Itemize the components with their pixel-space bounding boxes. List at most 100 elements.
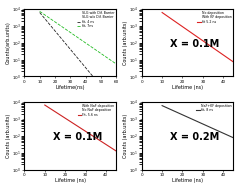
No deposition xyxy=(191,31,195,34)
No deposition xyxy=(165,18,169,21)
No NaF deposition xyxy=(65,121,68,124)
No deposition xyxy=(186,35,190,38)
No deposition xyxy=(201,31,205,34)
SLG w/o Dif. Barrier xyxy=(38,15,42,18)
No deposition xyxy=(173,15,177,18)
No deposition xyxy=(151,53,155,56)
With KF deposition xyxy=(163,11,166,14)
NaF+KF deposition xyxy=(220,132,223,135)
No NaF deposition xyxy=(88,142,92,145)
No NaF deposition xyxy=(24,144,28,147)
No deposition xyxy=(173,22,177,26)
SLG w/o Dif. Barrier xyxy=(34,65,38,68)
NaF+KF deposition xyxy=(223,135,226,138)
With KF deposition xyxy=(227,56,231,59)
SLG w/o Dif. Barrier xyxy=(79,33,83,36)
NaF+KF deposition xyxy=(187,126,191,129)
SLG w/o Dif. Barrier xyxy=(80,45,84,48)
With KF deposition xyxy=(181,22,185,26)
No NaF deposition xyxy=(33,163,36,166)
With KF deposition xyxy=(153,53,157,56)
SLG with Dif. Barrier xyxy=(90,72,93,75)
With NaF deposition xyxy=(37,158,40,161)
With NaF deposition xyxy=(75,125,79,129)
With NaF deposition xyxy=(66,114,70,117)
With KF deposition xyxy=(149,48,153,51)
SLG with Dif. Barrier xyxy=(48,20,52,23)
No NaF deposition xyxy=(112,168,116,171)
With KF deposition xyxy=(152,47,156,50)
SLG w/o Dif. Barrier xyxy=(70,20,74,23)
NaF+KF deposition xyxy=(180,108,184,111)
With KF deposition xyxy=(179,15,182,18)
SLG w/o Dif. Barrier xyxy=(92,51,96,54)
With KF deposition xyxy=(222,52,226,55)
SLG w/o Dif. Barrier xyxy=(34,49,38,52)
No NaF deposition xyxy=(50,108,54,111)
NaF+KF deposition xyxy=(168,116,172,119)
SLG w/o Dif. Barrier xyxy=(53,22,57,25)
NaF+KF deposition xyxy=(174,123,177,126)
SLG with Dif. Barrier xyxy=(64,41,68,44)
No deposition xyxy=(151,70,155,73)
With NaF deposition xyxy=(46,107,49,110)
NaF+KF deposition xyxy=(144,149,147,153)
NaF+KF deposition xyxy=(209,127,213,130)
SLG with Dif. Barrier xyxy=(67,38,71,41)
With NaF deposition xyxy=(83,126,87,129)
SLG w/o Dif. Barrier xyxy=(70,38,73,41)
No NaF deposition xyxy=(69,133,73,136)
SLG with Dif. Barrier xyxy=(106,75,109,78)
No deposition xyxy=(227,36,231,39)
NaF+KF deposition xyxy=(162,114,165,117)
No deposition xyxy=(214,46,218,49)
With NaF deposition xyxy=(93,139,97,142)
SLG w/o Dif. Barrier xyxy=(97,51,100,54)
SLG with Dif. Barrier xyxy=(94,72,98,75)
No deposition xyxy=(229,43,233,46)
With NaF deposition xyxy=(97,139,100,142)
With NaF deposition xyxy=(53,114,57,117)
With NaF deposition xyxy=(59,120,63,123)
SLG with Dif. Barrier xyxy=(79,50,83,53)
With NaF deposition xyxy=(61,118,65,121)
No NaF deposition xyxy=(33,145,37,148)
With KF deposition xyxy=(195,33,198,36)
No deposition xyxy=(164,8,168,11)
SLG with Dif. Barrier xyxy=(43,34,47,37)
SLG w/o Dif. Barrier xyxy=(107,64,111,67)
SLG with Dif. Barrier xyxy=(85,66,88,69)
With KF deposition xyxy=(153,59,157,62)
SLG with Dif. Barrier xyxy=(97,75,100,78)
SLG w/o Dif. Barrier xyxy=(108,60,112,64)
NaF+KF deposition xyxy=(189,108,193,111)
With KF deposition xyxy=(189,31,193,34)
No deposition xyxy=(195,33,199,36)
NaF+KF deposition xyxy=(229,136,233,139)
SLG w/o Dif. Barrier xyxy=(113,62,117,65)
NaF+KF deposition xyxy=(212,117,216,120)
With KF deposition xyxy=(148,58,152,61)
NaF+KF deposition xyxy=(175,112,179,115)
fit, 7ns xyxy=(84,42,87,44)
With NaF deposition xyxy=(76,126,80,129)
SLG w/o Dif. Barrier xyxy=(75,27,79,30)
fit, 8 ns xyxy=(232,137,235,139)
NaF+KF deposition xyxy=(141,143,145,146)
With NaF deposition xyxy=(111,145,114,148)
No deposition xyxy=(148,60,152,63)
With KF deposition xyxy=(161,6,165,9)
SLG w/o Dif. Barrier xyxy=(31,71,35,74)
NaF+KF deposition xyxy=(164,103,168,106)
With KF deposition xyxy=(166,19,169,22)
With NaF deposition xyxy=(71,125,74,128)
No deposition xyxy=(171,21,174,24)
SLG with Dif. Barrier xyxy=(59,24,62,27)
No deposition xyxy=(152,49,156,52)
With NaF deposition xyxy=(50,114,54,117)
SLG w/o Dif. Barrier xyxy=(67,26,71,29)
With KF deposition xyxy=(166,21,169,24)
No NaF deposition xyxy=(26,159,30,162)
fit, 8 ns xyxy=(161,105,164,107)
SLG w/o Dif. Barrier xyxy=(27,53,30,56)
